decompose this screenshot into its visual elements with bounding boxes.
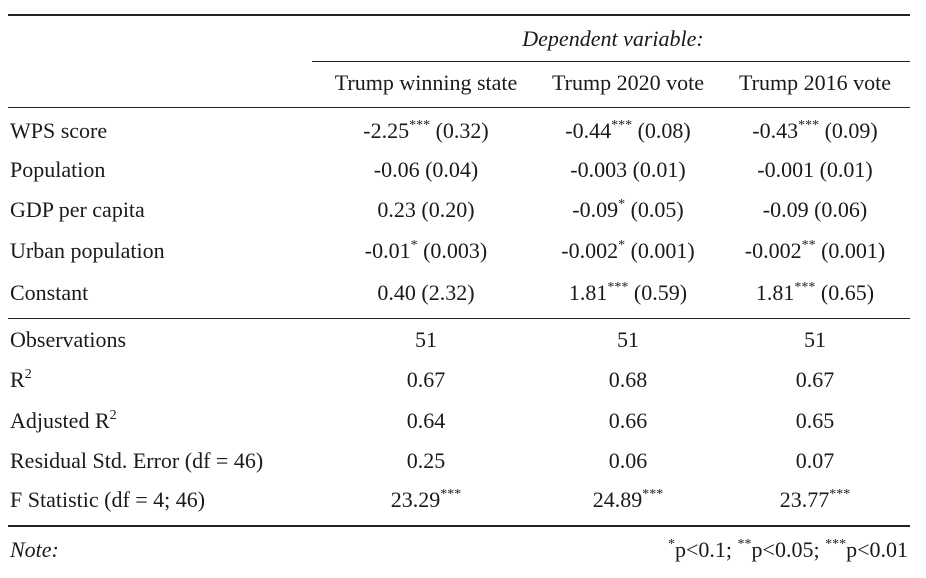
table-cell: 0.67 <box>795 367 835 392</box>
dependent-variable-underline <box>312 61 910 62</box>
top-rule <box>8 14 910 16</box>
stat-label: R2 <box>10 367 32 392</box>
table-cell: -0.06 (0.04) <box>373 157 479 182</box>
table-cell: 0.67 <box>406 367 446 392</box>
table-cell: 0.66 <box>608 408 648 433</box>
bottom-rule <box>8 525 910 527</box>
table-cell: 0.06 <box>608 448 648 473</box>
significance-note: *p<0.1; **p<0.05; ***p<0.01 <box>668 537 908 562</box>
table-cell: 0.25 <box>406 448 446 473</box>
row-label: WPS score <box>10 118 108 143</box>
table-cell: 1.81*** (0.65) <box>755 280 875 305</box>
row-label: Population <box>10 157 106 182</box>
dependent-variable-header: Dependent variable: <box>522 26 704 51</box>
column-header-3: Trump 2016 vote <box>739 70 891 95</box>
table-cell: 0.64 <box>406 408 446 433</box>
row-label: Urban population <box>10 238 165 263</box>
table-cell: -0.09* (0.05) <box>572 197 684 222</box>
stat-label: Adjusted R2 <box>10 408 117 433</box>
column-header-2: Trump 2020 vote <box>552 70 704 95</box>
table-cell: -0.44*** (0.08) <box>565 118 691 143</box>
table-cell: 1.81*** (0.59) <box>568 280 688 305</box>
table-cell: 23.29*** <box>390 487 462 512</box>
table-cell: 0.40 (2.32) <box>377 280 475 305</box>
table-cell: 51 <box>804 327 826 352</box>
stat-label: Observations <box>10 327 127 352</box>
table-cell: 0.65 <box>795 408 835 433</box>
table-cell: -0.002** (0.001) <box>744 238 886 263</box>
table-cell: -0.01* (0.003) <box>364 238 488 263</box>
stat-label: F Statistic (df = 4; 46) <box>10 487 206 512</box>
note-label: Note: <box>10 537 59 562</box>
header-rule <box>8 107 910 108</box>
table-cell: 24.89*** <box>592 487 664 512</box>
table-cell: 51 <box>617 327 639 352</box>
stat-label: Residual Std. Error (df = 46) <box>10 448 264 473</box>
table-cell: -2.25*** (0.32) <box>363 118 489 143</box>
row-label: Constant <box>10 280 89 305</box>
row-label: GDP per capita <box>10 197 145 222</box>
table-cell: 51 <box>415 327 437 352</box>
stats-rule <box>8 318 910 319</box>
table-cell: 0.07 <box>795 448 835 473</box>
column-header-1: Trump winning state <box>334 70 518 95</box>
table-cell: -0.001 (0.01) <box>757 157 873 182</box>
table-cell: 0.68 <box>608 367 648 392</box>
table-cell: -0.002* (0.001) <box>561 238 695 263</box>
table-cell: -0.09 (0.06) <box>762 197 868 222</box>
table-cell: 0.23 (0.20) <box>377 197 475 222</box>
table-cell: 23.77*** <box>779 487 851 512</box>
table-cell: -0.003 (0.01) <box>570 157 686 182</box>
table-cell: -0.43*** (0.09) <box>752 118 878 143</box>
